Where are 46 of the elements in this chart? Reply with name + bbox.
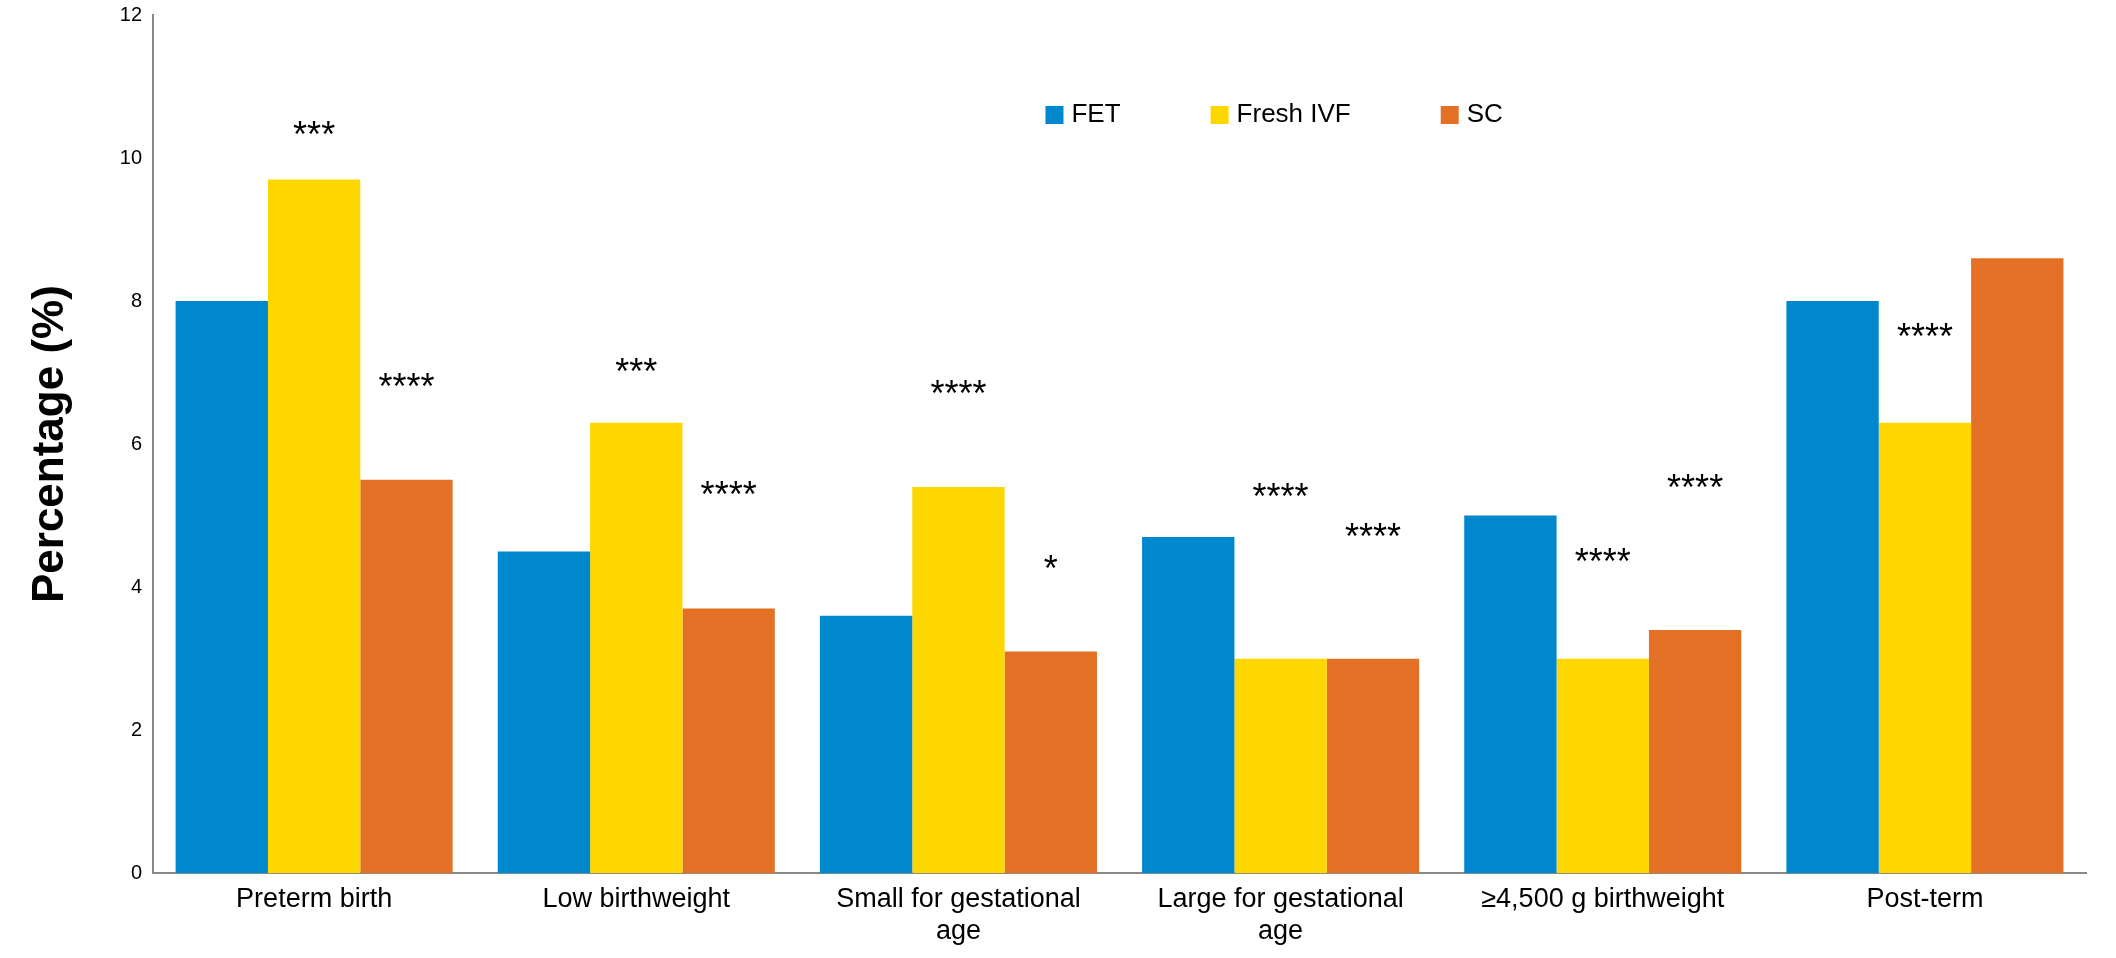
annotation: *** — [293, 114, 336, 156]
annotation: **** — [1574, 540, 1631, 582]
x-tick-label: ≥4,500 g birthweight — [1481, 882, 1725, 913]
y-tick-label: 0 — [130, 860, 143, 883]
bar — [819, 615, 913, 874]
bar — [1878, 422, 1972, 874]
x-tick-label: Post-term — [1866, 882, 1984, 913]
y-tick-label: 4 — [130, 574, 143, 597]
annotation: * — [1043, 548, 1058, 590]
x-tick-label: Large for gestational age — [1157, 882, 1404, 946]
y-tick-label: 6 — [130, 431, 143, 454]
y-tick-label: 2 — [130, 717, 143, 740]
annotation: **** — [700, 473, 757, 515]
x-tick-label: Preterm birth — [236, 882, 393, 913]
annotation: **** — [378, 365, 435, 407]
annotation: **** — [1344, 515, 1401, 557]
bar — [1971, 258, 2064, 874]
bar — [590, 422, 683, 874]
x-tick-label: Small for gestational age — [836, 882, 1081, 946]
annotation: **** — [1896, 315, 1953, 357]
annotation: *** — [615, 350, 658, 392]
bar — [1326, 658, 1420, 874]
bar — [267, 179, 361, 874]
bar — [497, 551, 591, 874]
annotation: **** — [930, 372, 987, 414]
bar — [1648, 630, 1742, 874]
y-tick-label: 8 — [130, 288, 143, 311]
x-tick-label: Low birthweight — [542, 882, 731, 913]
annotation: **** — [1667, 466, 1724, 508]
bar — [1464, 515, 1557, 874]
bar — [1142, 537, 1235, 874]
bar — [1786, 301, 1879, 874]
bar — [1556, 658, 1649, 874]
y-tick-label: 10 — [119, 145, 143, 168]
legend-label: FET — [1071, 98, 1121, 129]
bar — [175, 301, 268, 874]
annotation: **** — [1252, 475, 1309, 517]
bar — [682, 608, 775, 874]
bar — [360, 479, 453, 874]
bar — [1004, 651, 1097, 874]
legend-label: Fresh IVF — [1236, 98, 1351, 129]
y-axis-title: Percentage (%) — [22, 285, 72, 604]
legend-label: SC — [1466, 98, 1503, 129]
bar — [1234, 658, 1327, 874]
y-tick-label: 12 — [119, 2, 143, 25]
bar — [912, 487, 1005, 874]
